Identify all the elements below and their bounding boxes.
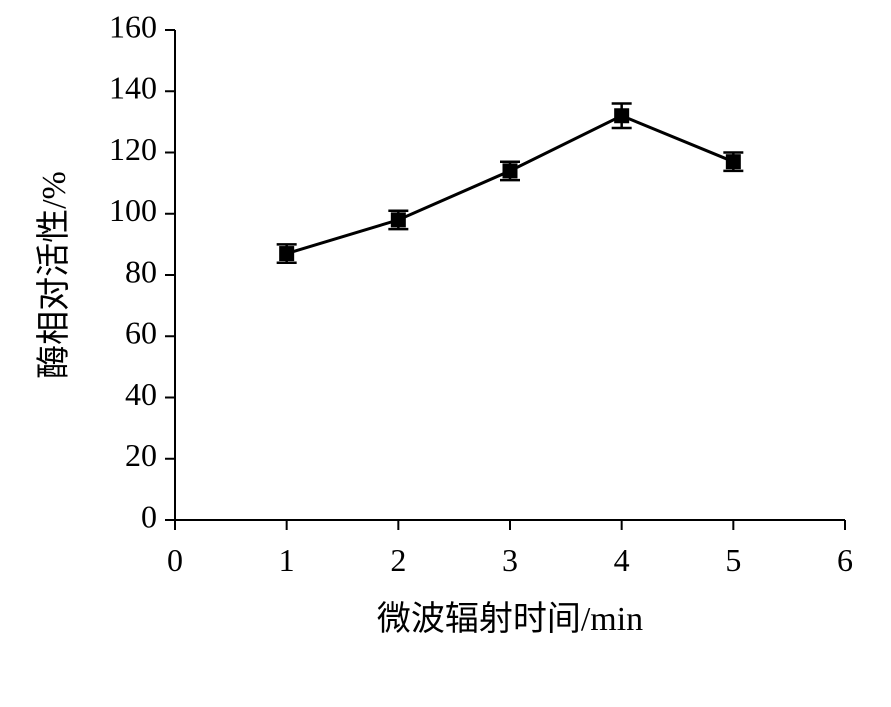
svg-text:40: 40 xyxy=(125,376,157,412)
svg-text:120: 120 xyxy=(109,131,157,167)
svg-text:80: 80 xyxy=(125,253,157,289)
svg-text:20: 20 xyxy=(125,437,157,473)
svg-text:1: 1 xyxy=(279,542,295,578)
svg-text:0: 0 xyxy=(141,498,157,534)
chart-svg: 0 20 40 60 80 100 120 140 160 0 1 2 3 4 5 6 酶相对活性/% 微波辐射时… xyxy=(0,0,891,707)
svg-text:160: 160 xyxy=(109,8,157,44)
svg-text:5: 5 xyxy=(725,542,741,578)
svg-text:酶相对活性/%: 酶相对活性/% xyxy=(35,171,73,379)
svg-text:2: 2 xyxy=(390,542,406,578)
svg-text:6: 6 xyxy=(837,542,853,578)
svg-text:60: 60 xyxy=(125,315,157,351)
svg-text:140: 140 xyxy=(109,70,157,106)
svg-text:4: 4 xyxy=(614,542,630,578)
svg-text:微波辐射时间/min: 微波辐射时间/min xyxy=(377,600,643,638)
svg-text:0: 0 xyxy=(167,542,183,578)
chart-container: 0 20 40 60 80 100 120 140 160 0 1 2 3 4 5 6 酶相对活性/% 微波辐射时… xyxy=(0,0,891,707)
svg-text:100: 100 xyxy=(109,192,157,228)
svg-text:3: 3 xyxy=(502,542,518,578)
